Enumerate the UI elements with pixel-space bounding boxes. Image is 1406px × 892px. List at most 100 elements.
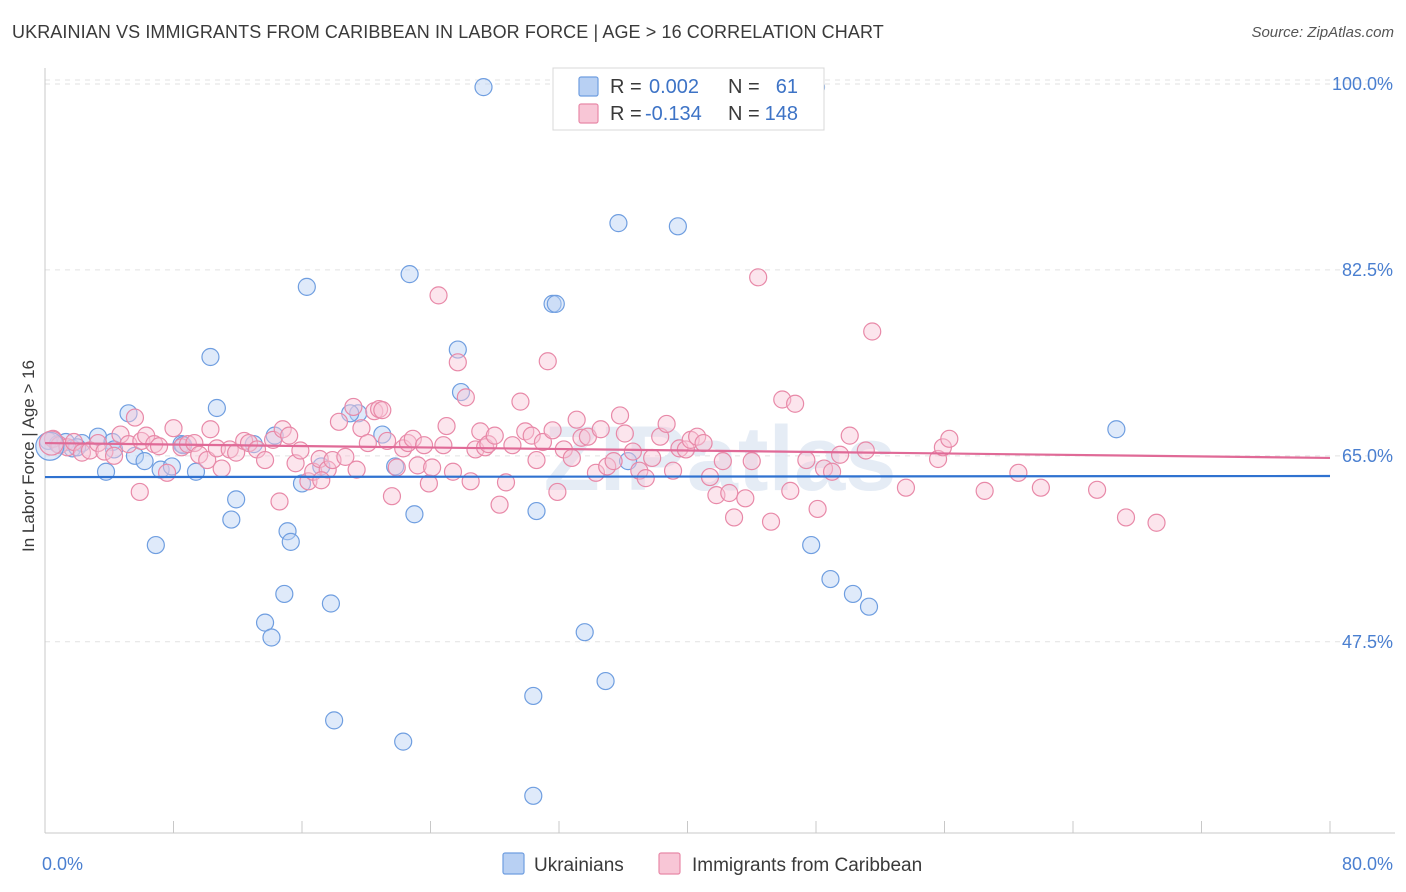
point-caribbean [615, 424, 634, 443]
point-ukrainians [474, 78, 493, 97]
gridlines [45, 79, 1395, 643]
point-ukrainians [222, 510, 241, 529]
point-ukrainians [297, 277, 316, 296]
point-caribbean [461, 472, 480, 491]
legend-swatch-ukrainians[interactable] [502, 852, 525, 875]
point-caribbean [591, 420, 610, 439]
point-caribbean [630, 461, 649, 480]
point-caribbean [742, 452, 761, 471]
point-caribbean [604, 452, 623, 471]
point-caribbean [336, 447, 355, 466]
y-tick-label: 82.5% [1342, 260, 1393, 280]
point-caribbean [149, 437, 169, 456]
point-caribbean [896, 478, 916, 497]
axes [44, 68, 1395, 834]
legend-n-value: 148 [765, 103, 798, 125]
point-caribbean [863, 322, 882, 341]
point-caribbean [157, 463, 177, 482]
point-caribbean [511, 392, 530, 411]
point-caribbean [822, 462, 842, 481]
point-caribbean [387, 458, 406, 477]
point-caribbean [830, 445, 850, 464]
point-caribbean [423, 458, 442, 477]
correlation-legend: R = 0.002 N = 61 R = -0.134 N = 148 [552, 67, 825, 131]
point-caribbean [201, 420, 220, 439]
point-caribbean [808, 499, 827, 519]
point-ukrainians [859, 597, 879, 616]
point-caribbean [840, 426, 859, 445]
point-caribbean [318, 460, 337, 479]
point-caribbean [312, 471, 331, 490]
point-caribbean [761, 512, 781, 531]
point-caribbean [378, 431, 397, 451]
point-ukrainians [405, 505, 424, 524]
legend-swatch-ukrainians [578, 76, 599, 97]
y-tick-label: 47.5% [1342, 632, 1393, 652]
point-ukrainians [596, 671, 615, 691]
point-caribbean [104, 446, 124, 465]
point-caribbean [373, 401, 392, 420]
legend-label-caribbean[interactable]: Immigrants from Caribbean [692, 855, 922, 876]
point-caribbean [663, 461, 683, 480]
point-caribbean [928, 449, 948, 469]
point-ukrainians [802, 535, 821, 555]
point-caribbean [1147, 513, 1166, 532]
point-ukrainians [1107, 420, 1126, 439]
point-ukrainians [546, 294, 565, 313]
point-caribbean [1116, 508, 1136, 527]
point-caribbean [198, 450, 217, 470]
point-caribbean [1087, 480, 1107, 499]
point-caribbean [448, 353, 467, 372]
point-ukrainians [262, 628, 281, 647]
point-caribbean [456, 388, 475, 407]
point-caribbean [490, 495, 509, 514]
point-caribbean [610, 406, 630, 425]
point-caribbean [720, 483, 739, 503]
point-caribbean [713, 452, 732, 471]
point-caribbean [130, 482, 149, 502]
legend-n-value: 61 [776, 76, 798, 98]
point-ukrainians [524, 786, 543, 805]
point-caribbean [503, 436, 522, 455]
point-caribbean [329, 412, 349, 431]
point-caribbean [434, 436, 453, 455]
point-caribbean [1009, 463, 1028, 482]
point-caribbean [527, 450, 546, 470]
legend-n-label: N = [728, 103, 760, 125]
point-ukrainians [524, 686, 543, 706]
point-caribbean [212, 459, 231, 478]
point-caribbean [437, 416, 456, 436]
point-caribbean [344, 397, 363, 417]
point-caribbean [940, 429, 959, 448]
point-caribbean [572, 428, 591, 447]
point-ukrainians [135, 452, 154, 471]
legend-r-value: 0.002 [649, 76, 699, 98]
point-caribbean [185, 433, 204, 453]
point-caribbean [496, 473, 516, 492]
point-caribbean [567, 410, 586, 429]
chart-title: UKRAINIAN VS IMMIGRANTS FROM CARIBBEAN I… [12, 22, 884, 42]
point-caribbean [125, 408, 145, 427]
point-ukrainians [843, 584, 863, 604]
point-ukrainians [821, 569, 840, 589]
y-tick-labels: 47.5% 65.0% 82.5% 100.0% [1332, 74, 1393, 652]
point-caribbean [797, 450, 816, 470]
point-ukrainians [527, 501, 546, 521]
point-caribbean [856, 441, 875, 460]
point-caribbean [255, 450, 275, 470]
point-caribbean [749, 268, 768, 287]
series-legend: Ukrainians Immigrants from Caribbean [502, 852, 922, 876]
legend-r-value: -0.134 [645, 103, 702, 125]
legend-swatch-caribbean[interactable] [658, 852, 681, 875]
point-ukrainians [281, 532, 300, 551]
point-caribbean [522, 426, 541, 445]
point-ukrainians [278, 522, 297, 541]
point-caribbean [358, 433, 377, 453]
x-tick-label: 80.0% [1342, 854, 1393, 874]
point-caribbean [548, 482, 567, 502]
legend-label-ukrainians[interactable]: Ukrainians [534, 855, 624, 876]
point-ukrainians [201, 347, 220, 367]
point-caribbean [429, 286, 448, 305]
point-ukrainians [668, 217, 687, 236]
